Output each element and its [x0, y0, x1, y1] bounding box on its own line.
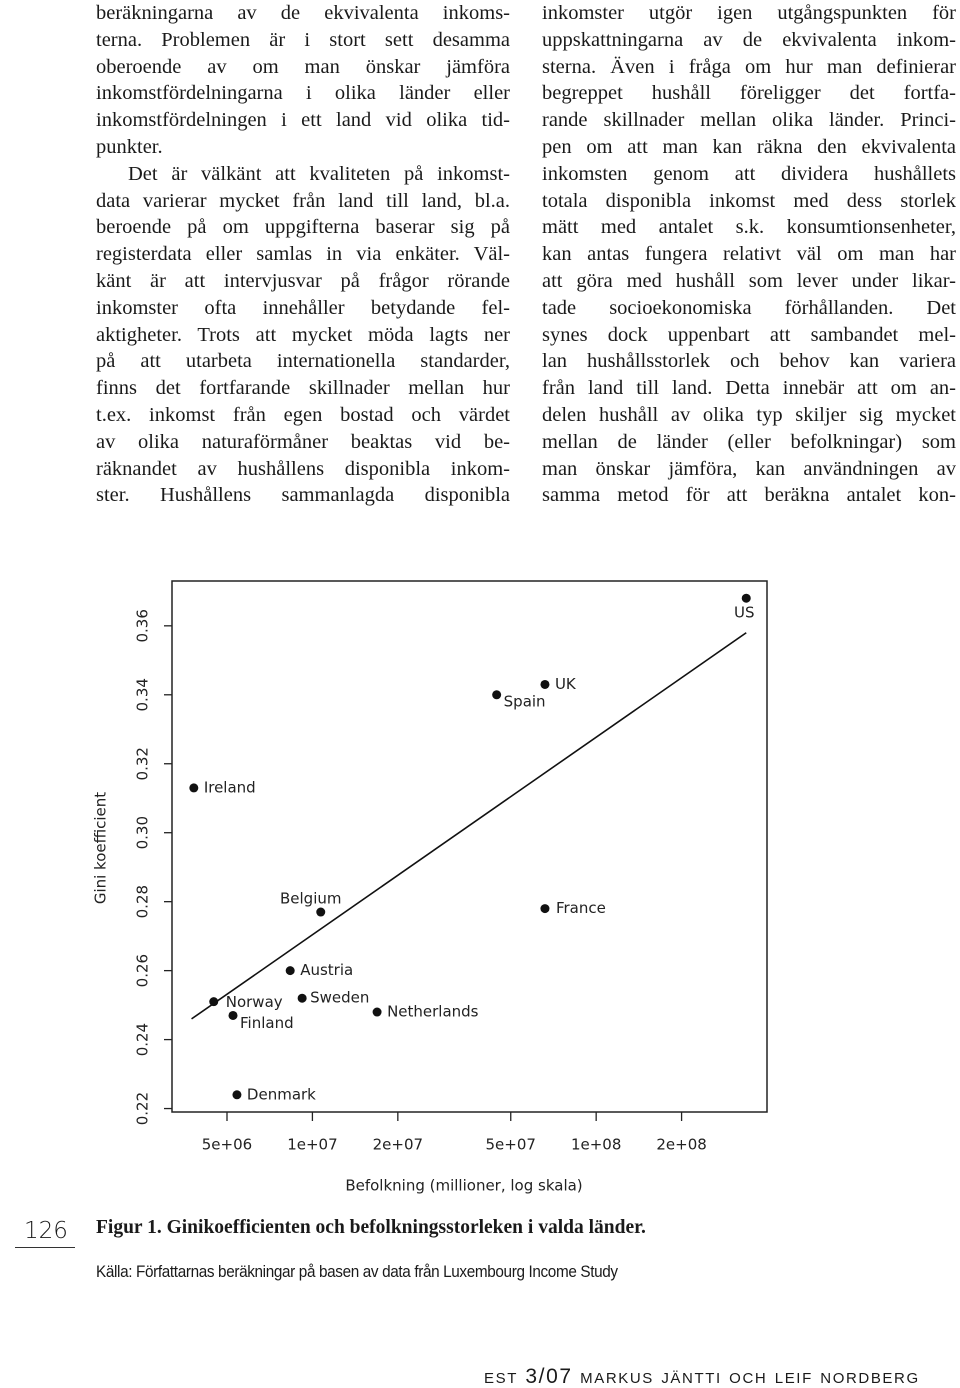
- point: [741, 593, 751, 603]
- y-tick-label: 0.36: [134, 609, 152, 642]
- text-line: från land till land. Detta innebär att o…: [542, 377, 956, 400]
- plot-frame: [171, 580, 768, 1113]
- y-tick-label: 0.30: [134, 816, 152, 849]
- y-tick-label: 0.32: [134, 747, 152, 780]
- text-line: mellan de länder (eller befolkningar) so…: [542, 430, 956, 453]
- y-tick-label: 0.34: [134, 678, 152, 711]
- y-tick-label: 0.22: [134, 1092, 152, 1125]
- text-line: data varierar mycket från land till land…: [96, 189, 510, 212]
- text-line: oberoende av om man önskar jämföra: [96, 55, 510, 78]
- text-line: t.ex. inkomst från egen bostad och värde…: [96, 403, 510, 426]
- point: [297, 993, 307, 1003]
- point-label: Austria: [300, 961, 353, 979]
- point-label: Finland: [240, 1014, 294, 1032]
- x-tick-label: 2e+07: [373, 1136, 423, 1154]
- text-line: begreppet hushåll föreligger det fortfa-: [542, 82, 956, 105]
- point-label: UK: [555, 675, 577, 693]
- point: [209, 997, 219, 1007]
- x-tick-label: 5e+07: [486, 1136, 536, 1154]
- text-line: totala disponibla inkomst med dess storl…: [542, 189, 956, 212]
- point-label: Norway: [226, 993, 283, 1011]
- point-label: Belgium: [280, 890, 342, 908]
- point-label: Ireland: [204, 778, 256, 796]
- text-line: punkter.: [96, 135, 163, 158]
- text-line: att göra med hushåll som lever under lik…: [542, 269, 956, 292]
- text-line: aktigheter. Trots att mycket möda lagts …: [96, 323, 510, 346]
- text-line: samma metod för att beräkna antalet kon-: [542, 484, 956, 507]
- text-line: registerdata eller samlas in via enkäter…: [96, 243, 510, 266]
- point-label: Sweden: [310, 989, 369, 1007]
- text-line: finns det fortfarande skillnader mellan …: [96, 377, 510, 400]
- text-line: terna. Problemen är i stort sett desamma: [96, 28, 510, 51]
- text-line: beroende på om uppgifterna baserar sig p…: [96, 216, 510, 239]
- figure-caption: Figur 1. Ginikoefficienten och befolknin…: [96, 1217, 646, 1238]
- text-line: kan antas fungera relativt väl om man ha…: [542, 243, 956, 266]
- x-tick-label: 5e+06: [202, 1136, 252, 1154]
- text-line: räknandet av hushållens disponibla inkom…: [96, 457, 510, 480]
- text-line: delen hushåll av olika typ skiljer sig m…: [542, 403, 956, 426]
- text-line: Det är välkänt att kvaliteten på inkomst…: [128, 162, 510, 185]
- x-tick-label: 1e+07: [287, 1136, 337, 1154]
- point: [316, 907, 326, 917]
- left-column: beräkningarna av de ekvivalenta inkoms-t…: [96, 0, 510, 509]
- x-tick-label: 1e+08: [571, 1136, 621, 1154]
- text-line: inkomstfördelningen i ett land vid olika…: [96, 109, 510, 132]
- text-line: beräkningarna av de ekvivalenta inkoms-: [96, 2, 510, 24]
- x-tick-label: 2e+08: [656, 1136, 706, 1154]
- page-number-rule: [15, 1247, 75, 1248]
- running-footer: est 3/07 markus jäntti och leif nordberg: [484, 1365, 920, 1388]
- chart: Gini koefficient Befolkning (millioner, …: [92, 580, 768, 1195]
- page-number: 126: [24, 1218, 68, 1244]
- point: [540, 904, 550, 914]
- text-line: på att utarbeta internationella standard…: [96, 350, 510, 373]
- text-line: man önskar jämföra, kan användningen av: [542, 457, 956, 480]
- text-line: mätt med antalet s.k. konsumtionsenheter…: [542, 216, 956, 239]
- point: [285, 966, 295, 976]
- y-tick-label: 0.28: [134, 885, 152, 918]
- text-line: inkomster ofta innehåller betydande fel-: [96, 296, 510, 319]
- point: [189, 783, 199, 793]
- point-label: US: [734, 604, 755, 622]
- right-column: inkomster utgör igen utgångspunkten för u…: [542, 0, 956, 509]
- text-line: rande skillnader mellan olika länder. Pr…: [542, 109, 956, 132]
- text-line: uppskattningarna av de ekvivalenta inkom…: [542, 28, 956, 51]
- y-axis-label: Gini koefficient: [92, 792, 110, 904]
- point-label: Netherlands: [387, 1003, 479, 1021]
- text-line: sterna. Även i fråga om hur man definier…: [542, 55, 956, 78]
- text-line: synes dock uppenbart att sambandet mel-: [542, 323, 956, 346]
- y-tick-label: 0.26: [134, 954, 152, 987]
- text-line: tade socioekonomiska förhållanden. Det: [542, 296, 956, 319]
- point-label: France: [556, 899, 606, 917]
- text-line: inkomsten genom att dividera hushållets: [542, 162, 956, 185]
- fit-line: [191, 632, 747, 1020]
- text-line: av olika naturaförmåner beaktas vid be-: [96, 430, 510, 453]
- text-line: ster. Hushållens sammanlagda disponibla: [96, 484, 510, 507]
- figure-source: Källa: Författarnas beräkningar på basen…: [96, 1262, 618, 1281]
- point: [372, 1007, 382, 1017]
- point: [232, 1090, 242, 1100]
- text-line: lan hushållsstorlek och behov kan varier…: [542, 350, 956, 373]
- x-axis-label: Befolkning (millioner, log skala): [345, 1177, 582, 1195]
- point: [492, 690, 502, 700]
- point: [228, 1010, 238, 1020]
- text-line: inkomster utgör igen utgångspunkten för: [542, 2, 956, 24]
- y-tick-label: 0.24: [134, 1023, 152, 1056]
- point: [540, 679, 550, 689]
- text-line: pen om att man kan räkna den ekvivalenta: [542, 135, 956, 158]
- point-label: Denmark: [247, 1085, 316, 1103]
- text-line: inkomstfördelningarna i olika länder ell…: [96, 82, 510, 105]
- point-label: Spain: [504, 692, 546, 710]
- text-line: känt är att intervjusvar på frågor röran…: [96, 269, 510, 292]
